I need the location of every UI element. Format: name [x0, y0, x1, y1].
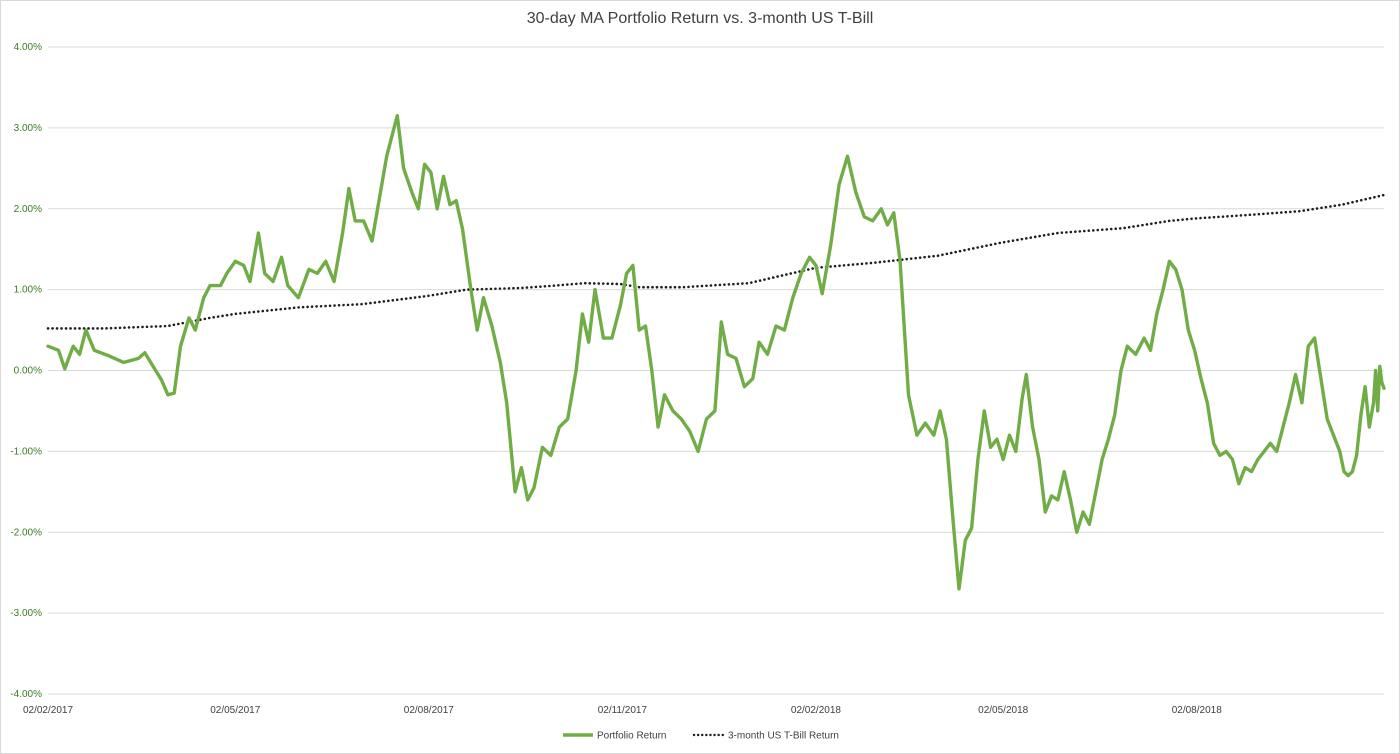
x-tick-label: 02/08/2018: [1172, 705, 1222, 716]
gridlines: [48, 46, 1384, 695]
y-tick-label: 3.00%: [14, 123, 42, 134]
y-tick-label: -1.00%: [10, 446, 42, 457]
legend-entry-tbill-return: 3-month US T-Bill Return: [692, 731, 839, 742]
x-tick-label: 02/08/2017: [404, 705, 454, 716]
legend: Portfolio Return 3-month US T-Bill Return: [563, 731, 839, 742]
x-tick-label: 02/05/2018: [978, 705, 1028, 716]
y-tick-label: -2.00%: [10, 527, 42, 538]
x-tick-label: 02/05/2017: [210, 705, 260, 716]
series-lines: [46, 113, 1386, 591]
x-axis-ticks: 02/02/2017 02/05/2017 02/08/2017 02/11/2017…: [23, 705, 1222, 716]
y-tick-label: 4.00%: [14, 42, 42, 53]
x-tick-label: 02/02/2018: [791, 705, 841, 716]
legend-label: 3-month US T-Bill Return: [728, 731, 839, 742]
series-line-portfolio-return: [46, 113, 1386, 591]
y-axis-ticks: 4.00% 3.00% 2.00% 1.00% 0.00% -1.00% -2.00% -3.…: [10, 42, 42, 700]
x-tick-label: 02/02/2017: [23, 705, 73, 716]
y-tick-label: 1.00%: [14, 285, 42, 296]
series-line-tbill-return: [46, 193, 1386, 330]
legend-label: Portfolio Return: [597, 731, 666, 742]
y-tick-label: 2.00%: [14, 204, 42, 215]
y-tick-label: 0.00%: [14, 366, 42, 377]
legend-entry-portfolio-return: Portfolio Return: [563, 731, 666, 742]
y-tick-label: -4.00%: [10, 689, 42, 700]
x-tick-label: 02/11/2017: [598, 705, 648, 716]
y-tick-label: -3.00%: [10, 608, 42, 619]
chart-title: 30-day MA Portfolio Return vs. 3-month U…: [527, 10, 874, 27]
